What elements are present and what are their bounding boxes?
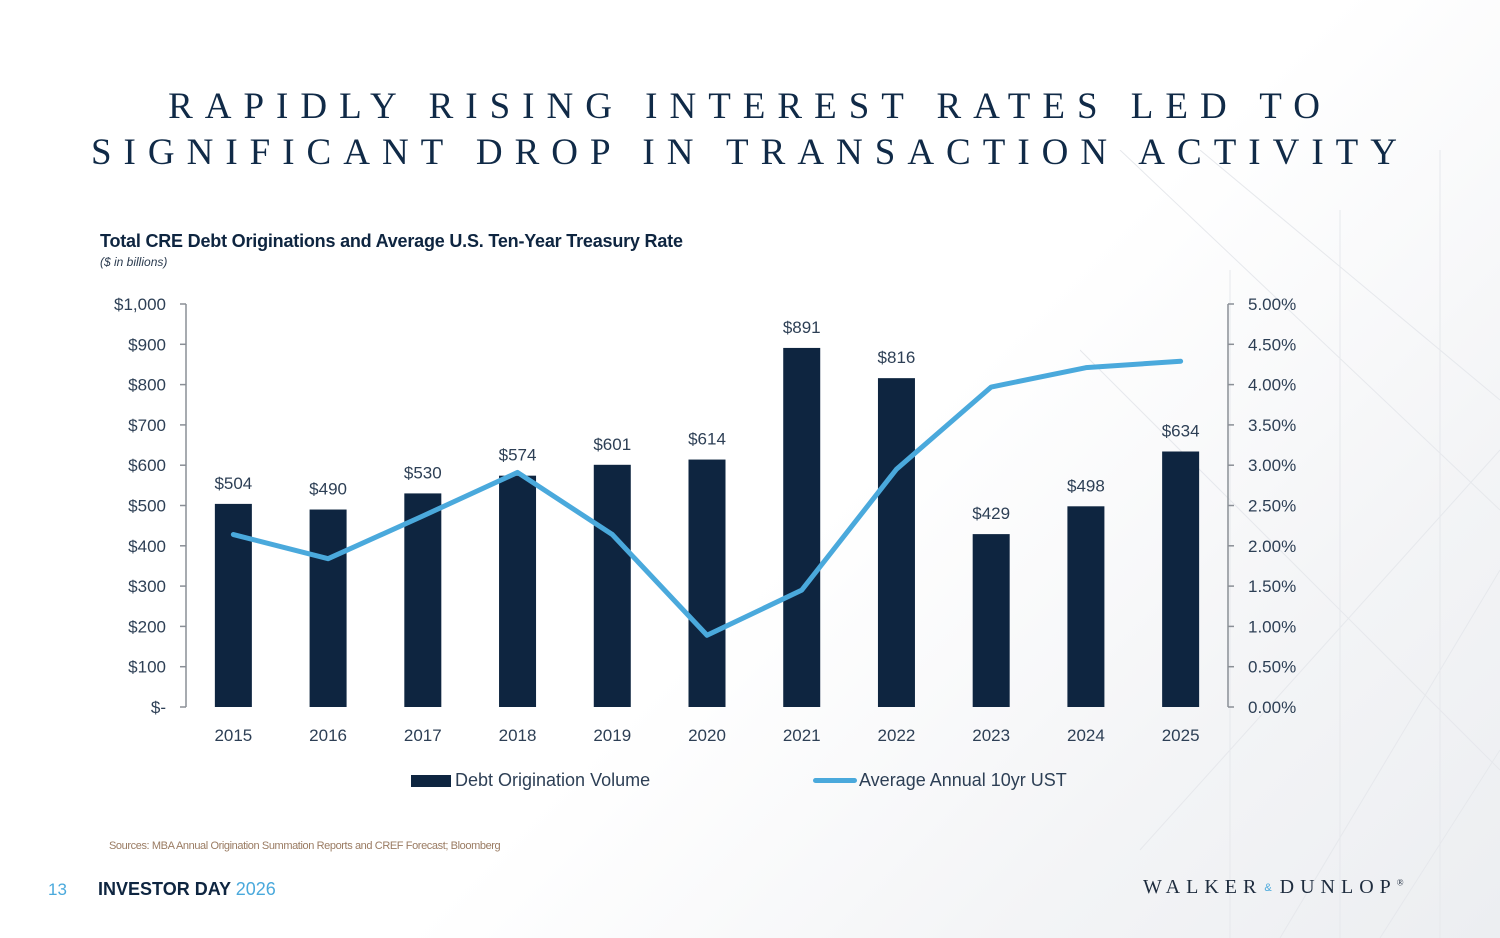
left-axis-tick-label: $200: [128, 617, 166, 636]
logo-dunlop: DUNLOP: [1279, 876, 1397, 898]
legend-item-debt-origination-volume: Debt Origination Volume: [411, 770, 650, 791]
bar-data-label-2023: $429: [972, 504, 1010, 523]
x-axis-labels: 2015 2016 2017 2018 2019 2020 2021 2022 2023 2024…: [214, 726, 1199, 745]
right-axis-tick-label: 1.00%: [1248, 617, 1296, 636]
right-axis-tick-label: 3.00%: [1248, 456, 1296, 475]
left-axis-tick-label: $400: [128, 537, 166, 556]
bar-data-labels: $504 $490 $530 $574 $601 $614 $891 $816 $429 $498…: [214, 318, 1199, 523]
left-axis-tick-label: $300: [128, 577, 166, 596]
left-axis-tick-label: $800: [128, 376, 166, 395]
x-axis-label-2015: 2015: [214, 726, 252, 745]
bar-data-label-2020: $614: [688, 430, 726, 449]
x-axis-label-2023: 2023: [972, 726, 1010, 745]
registered-mark: ®: [1396, 877, 1404, 888]
bar-data-label-2017: $530: [404, 463, 442, 482]
logo-ampersand: &: [1264, 882, 1272, 894]
bar-2020: [688, 459, 726, 707]
bar-2019: [593, 464, 631, 707]
legend-label: Debt Origination Volume: [455, 770, 651, 790]
legend-bar-swatch-icon: [411, 774, 451, 787]
x-axis-label-2017: 2017: [404, 726, 442, 745]
bar-data-label-2024: $498: [1067, 476, 1105, 495]
bar-2022: [877, 378, 915, 707]
event-name: INVESTOR DAY: [98, 879, 231, 899]
right-axis-tick-label: 0.00%: [1248, 698, 1296, 717]
right-axis-tick-label: 2.50%: [1248, 497, 1296, 516]
x-axis-label-2024: 2024: [1067, 726, 1105, 745]
right-axis-tick-label: 4.00%: [1248, 376, 1296, 395]
legend-line-swatch-icon: [813, 778, 857, 783]
legend-item-average-annual-10yr-ust: Average Annual 10yr UST: [813, 770, 1067, 791]
x-axis-label-2022: 2022: [878, 726, 916, 745]
bar-data-label-2018: $574: [499, 446, 537, 465]
right-y-axis: 0.00% 0.50% 1.00% 1.50% 2.00% 2.50% 3.00% 3.50%…: [1227, 295, 1296, 717]
x-axis-label-2020: 2020: [688, 726, 726, 745]
right-axis-tick-label: 1.50%: [1248, 577, 1296, 596]
bar-data-label-2022: $816: [878, 348, 916, 367]
slide-title-line-1: RAPIDLY RISING INTEREST RATES LED TO: [168, 86, 1332, 127]
line-series: [230, 358, 1184, 638]
left-axis-tick-label: $100: [128, 658, 166, 677]
bar-2017: [404, 493, 442, 707]
bar-data-label-2015: $504: [214, 474, 252, 493]
left-axis-tick-label: $700: [128, 416, 166, 435]
left-axis-tick-label: $-: [151, 698, 166, 717]
left-axis-tick-label: $1,000: [114, 295, 166, 314]
left-axis-tick-label: $500: [128, 497, 166, 516]
bar-2016: [309, 509, 347, 707]
left-y-axis: $- $100 $200 $300 $400 $500 $600 $700 $800 $900 $1…: [114, 295, 187, 717]
slide-title-line-2: SIGNIFICANT DROP IN TRANSACTION ACTIVITY: [90, 132, 1409, 173]
right-axis-tick-label: 4.50%: [1248, 335, 1296, 354]
bar-2025: [1162, 451, 1200, 707]
event-year: 2026: [235, 879, 276, 899]
x-axis-label-2018: 2018: [499, 726, 537, 745]
right-axis-tick-label: 5.00%: [1248, 295, 1296, 314]
right-axis-tick-label: 2.00%: [1248, 537, 1296, 556]
x-axis-label-2019: 2019: [593, 726, 631, 745]
company-logo: WALKER & DUNLOP®: [1143, 876, 1404, 899]
bar-2024: [1067, 506, 1105, 707]
bar-2018: [499, 475, 537, 707]
logo-walker: WALKER: [1143, 876, 1263, 898]
chart-title: Total CRE Debt Originations and Average …: [100, 231, 683, 251]
left-axis-tick-label: $900: [128, 335, 166, 354]
bar-data-label-2025: $634: [1162, 421, 1200, 440]
right-axis-tick-label: 3.50%: [1248, 416, 1296, 435]
sources-note: Sources: MBA Annual Origination Summatio…: [109, 840, 501, 852]
footer-event-label: INVESTOR DAY 2026: [98, 879, 276, 900]
combo-chart: $- $100 $200 $300 $400 $500 $600 $700 $800 $900 $1…: [114, 295, 1296, 745]
legend-label: Average Annual 10yr UST: [859, 770, 1067, 790]
x-axis-label-2016: 2016: [309, 726, 347, 745]
left-axis-tick-label: $600: [128, 456, 166, 475]
right-axis-tick-label: 0.50%: [1248, 658, 1296, 677]
slide-title: RAPIDLY RISING INTEREST RATES LED TO SIG…: [0, 84, 1500, 176]
bar-data-label-2016: $490: [309, 480, 347, 499]
bar-data-label-2021: $891: [783, 318, 821, 337]
chart-subtitle: ($ in billions): [100, 255, 168, 269]
x-axis-label-2025: 2025: [1162, 726, 1200, 745]
x-axis-label-2021: 2021: [783, 726, 821, 745]
bar-data-label-2019: $601: [593, 435, 631, 454]
bar-2023: [972, 534, 1010, 707]
page-number: 13: [48, 880, 67, 899]
bar-2021: [783, 347, 821, 707]
bar-series: [214, 347, 1200, 707]
